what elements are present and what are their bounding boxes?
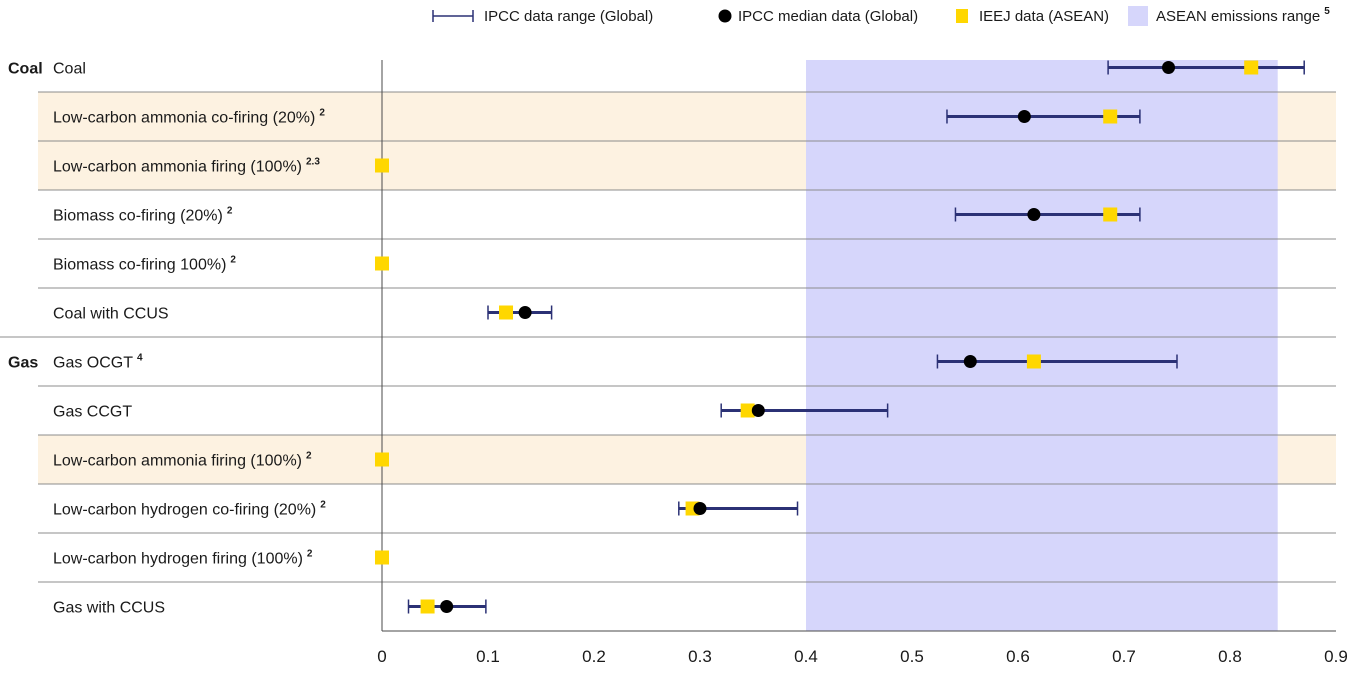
ipcc-median-marker: [963, 355, 977, 368]
x-tick-label: 0.9: [1324, 647, 1348, 666]
ieej-marker: [740, 403, 755, 418]
x-tick-label: 0.8: [1218, 647, 1242, 666]
legend-asean-range-symbol: [1128, 6, 1148, 26]
legend-label-asean-range: ASEAN emissions range 5: [1156, 6, 1330, 25]
row-label: Low-carbon ammonia firing (100%) 2: [53, 451, 312, 470]
legend-ieej-symbol: [956, 9, 968, 23]
legend-label-ipcc-median: IPCC median data (Global): [738, 8, 918, 25]
asean-emissions-range-area: [806, 60, 1278, 631]
group-label-gas: Gas: [8, 355, 38, 372]
ipcc-median-marker: [693, 502, 707, 515]
ieej-marker: [499, 305, 514, 320]
ieej-marker: [1244, 60, 1259, 75]
x-tick-label: 0: [377, 647, 386, 666]
ieej-marker: [375, 158, 389, 173]
legend-label-ipcc-range: IPCC data range (Global): [484, 8, 653, 25]
row-label: Gas CCGT: [53, 404, 132, 421]
row-label: Biomass co-firing 100%) 2: [53, 255, 236, 274]
row-label: Gas OCGT 4: [53, 353, 143, 372]
ieej-marker: [1103, 207, 1118, 222]
ieej-marker: [375, 550, 389, 565]
row-label: Low-carbon ammonia co-firing (20%) 2: [53, 108, 325, 127]
legend-label-ieej: IEEJ data (ASEAN): [979, 8, 1109, 25]
ipcc-median-marker: [1017, 110, 1031, 123]
row-label: Low-carbon hydrogen firing (100%) 2: [53, 549, 313, 568]
row-label: Low-carbon hydrogen co-firing (20%) 2: [53, 500, 326, 519]
ieej-marker: [1103, 109, 1118, 124]
row-label: Coal with CCUS: [53, 306, 169, 323]
ipcc-median-marker: [1027, 208, 1041, 221]
x-tick-label: 0.7: [1112, 647, 1136, 666]
ieej-marker: [375, 256, 389, 271]
ipcc-median-marker: [751, 404, 765, 417]
row-label: Coal: [53, 61, 86, 78]
row-label: Low-carbon ammonia firing (100%) 2.3: [53, 157, 320, 176]
ipcc-median-marker: [518, 306, 532, 319]
x-tick-label: 0.3: [688, 647, 712, 666]
ipcc-median-marker: [440, 600, 454, 613]
ieej-marker: [1026, 354, 1041, 369]
x-tick-label: 0.6: [1006, 647, 1030, 666]
ipcc-median-marker: [1162, 61, 1176, 74]
row-label: Gas with CCUS: [53, 600, 165, 617]
x-tick-label: 0.4: [794, 647, 818, 666]
x-tick-label: 0.2: [582, 647, 606, 666]
group-label-coal: Coal: [8, 61, 43, 78]
ieej-marker: [375, 452, 389, 467]
x-tick-label: 0.5: [900, 647, 924, 666]
legend-median-symbol: [718, 9, 732, 23]
x-tick-label: 0.1: [476, 647, 500, 666]
ieej-marker: [420, 599, 435, 614]
row-label: Biomass co-firing (20%) 2: [53, 206, 233, 225]
